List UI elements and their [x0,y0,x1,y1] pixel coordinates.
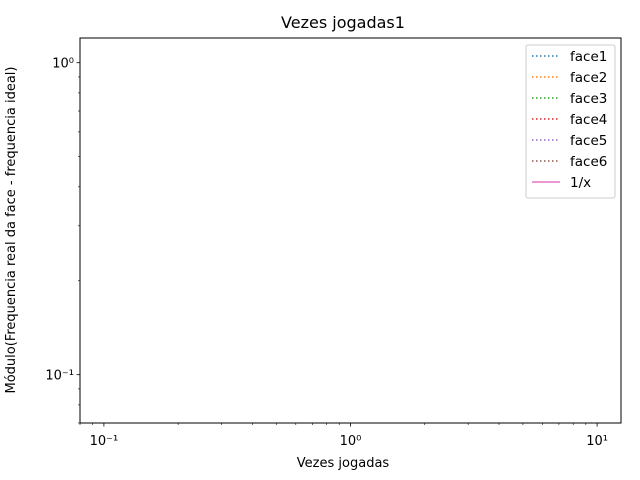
x-tick-label: 10⁰ [340,434,362,449]
legend-label: face4 [570,112,607,128]
chart-title: Vezes jogadas1 [281,13,405,32]
plot-frame [79,37,622,424]
x-axis-label: Vezes jogadas [297,456,390,471]
legend-label: face3 [570,91,607,107]
x-tick-label: 10⁻¹ [90,434,119,449]
x-tick-label: 10¹ [586,434,608,449]
axis-ticks: 10⁻¹ 10⁰ 10¹ 10⁻¹ 10⁰ [45,57,608,449]
y-tick-label: 10⁰ [52,57,74,72]
y-axis-label: Módulo(Frequencia real da face - frequen… [4,67,19,394]
y-tick-label: 10⁻¹ [45,369,74,384]
legend-label: face5 [570,133,607,149]
legend-label: face2 [570,70,607,86]
legend-label: face6 [570,154,607,170]
legend-box [525,44,616,199]
legend: face1 face2 face3 face4 face5 face6 1/x [525,44,616,199]
legend-label: 1/x [570,175,591,191]
legend-label: face1 [570,49,607,65]
